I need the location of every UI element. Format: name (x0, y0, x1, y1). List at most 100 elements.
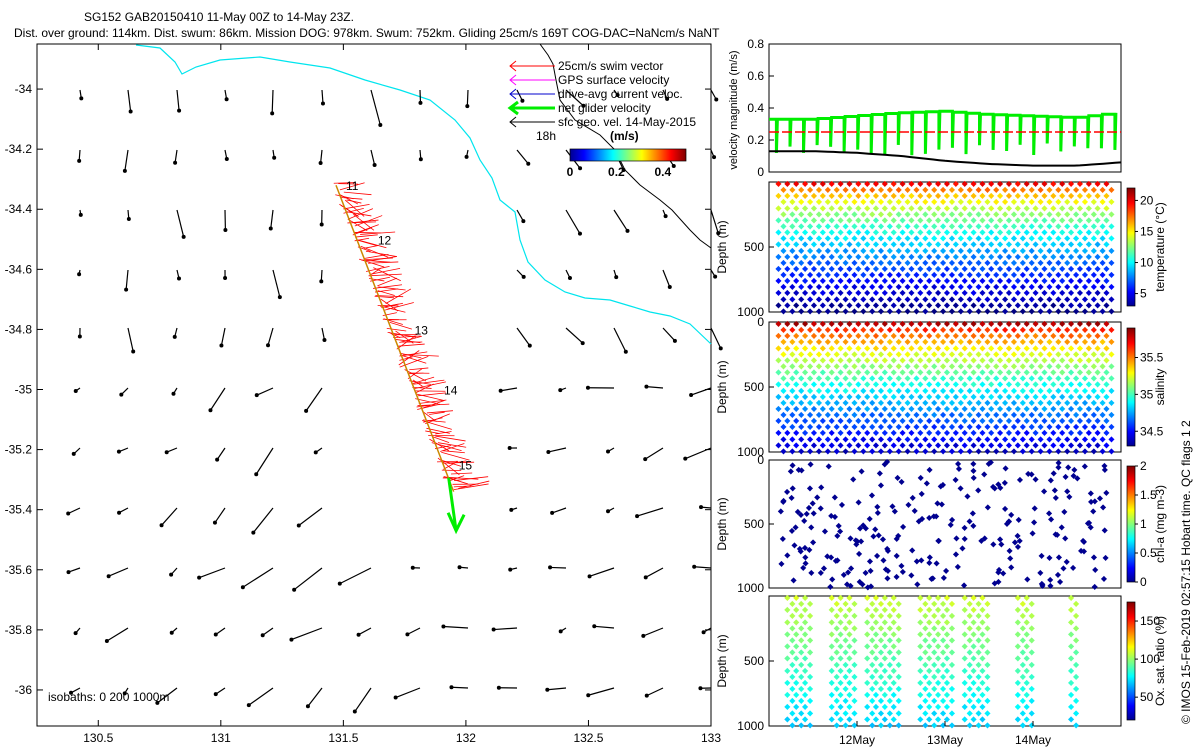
temp-data-point: ◆ (793, 276, 800, 285)
sal-data-point: ◆ (1015, 368, 1022, 377)
temp-data-point: ◆ (811, 203, 818, 212)
temp-data-point: ◆ (953, 215, 960, 224)
oxy-data-point: ◆ (869, 696, 876, 705)
temp-data-point: ◆ (1073, 246, 1080, 255)
temp-data-point: ◆ (1041, 179, 1048, 188)
temp-data-point: ◆ (970, 228, 977, 237)
oxy-data-point: ◆ (807, 708, 814, 717)
sal-data-point: ◆ (949, 422, 956, 431)
sal-data-point: ◆ (1041, 428, 1048, 437)
sal-data-point: ◆ (1091, 325, 1098, 334)
geo-vector-head (558, 388, 563, 393)
temp-data-point: ◆ (775, 252, 782, 261)
temp-data-point: ◆ (949, 246, 956, 255)
sal-data-point: ◆ (1038, 422, 1045, 431)
sal-data-point: ◆ (958, 410, 965, 419)
oxy-data-point: ◆ (829, 629, 836, 638)
swim-vector (368, 256, 398, 262)
sal-data-point: ◆ (1011, 386, 1018, 395)
temp-data-point: ◆ (970, 191, 977, 200)
temp-data-point: ◆ (873, 179, 880, 188)
chl-data-point: ◆ (1032, 503, 1039, 512)
sal-data-point: ◆ (979, 368, 986, 377)
sal-data-point: ◆ (1029, 422, 1036, 431)
temp-data-point: ◆ (988, 276, 995, 285)
sal-data-point: ◆ (1073, 374, 1080, 383)
sal-data-point: ◆ (807, 434, 814, 443)
sal-data-point: ◆ (1050, 428, 1057, 437)
temp-data-point: ◆ (935, 252, 942, 261)
temp-data-point: ◆ (949, 209, 956, 218)
oxy-data-point: ◆ (1015, 714, 1022, 723)
temp-data-point: ◆ (979, 240, 986, 249)
oxy-data-point: ◆ (931, 696, 938, 705)
geo-velocity-vector (161, 507, 178, 526)
sal-data-point: ◆ (820, 331, 827, 340)
temp-data-point: ◆ (834, 197, 841, 206)
temp-data-point: ◆ (851, 270, 858, 279)
sal-data-point: ◆ (834, 374, 841, 383)
map-ytick-label: -35.6 (5, 563, 33, 577)
temp-data-point: ◆ (908, 288, 915, 297)
sal-data-point: ◆ (1103, 416, 1110, 425)
temp-data-point: ◆ (882, 203, 889, 212)
temp-data-point: ◆ (793, 252, 800, 261)
chl-data-point: ◆ (1066, 492, 1073, 501)
temp-data-point: ◆ (1033, 203, 1040, 212)
sal-data-point: ◆ (970, 331, 977, 340)
temp-data-point: ◆ (846, 264, 853, 273)
sal-data-point: ◆ (1038, 325, 1045, 334)
sal-data-point: ◆ (1020, 422, 1027, 431)
chl-data-point: ◆ (962, 534, 969, 543)
swim-vector (346, 211, 372, 217)
chl-data-point: ◆ (970, 508, 977, 517)
temp-data-point: ◆ (1086, 179, 1093, 188)
chl-data-point: ◆ (828, 511, 835, 520)
temp-data-point: ◆ (944, 264, 951, 273)
temp-data-point: ◆ (1029, 197, 1036, 206)
sal-data-point: ◆ (860, 386, 867, 395)
oxy-data-point: ◆ (967, 623, 974, 632)
geo-velocity-vector (108, 567, 129, 577)
temp-data-point: ◆ (993, 222, 1000, 231)
temp-data-point: ◆ (820, 288, 827, 297)
oxy-data-point: ◆ (922, 696, 929, 705)
geo-velocity-vector (516, 327, 531, 346)
sal-data-point: ◆ (953, 428, 960, 437)
sal-data-point: ◆ (1077, 380, 1084, 389)
sal-data-point: ◆ (1011, 446, 1018, 455)
temp-data-point: ◆ (1041, 264, 1048, 273)
swim-vector (365, 265, 390, 272)
temp-data-point: ◆ (1091, 306, 1098, 315)
temp-data-point: ◆ (908, 228, 915, 237)
profile-xtick-label: 12May (839, 733, 875, 747)
sal-data-point: ◆ (1006, 392, 1013, 401)
map-xtick-label: 130.5 (83, 731, 113, 745)
temp-data-point: ◆ (1006, 252, 1013, 261)
chl-data-point: ◆ (985, 502, 992, 511)
sal-data-point: ◆ (807, 422, 814, 431)
temp-data-point: ◆ (837, 264, 844, 273)
chl-data-point: ◆ (1046, 553, 1053, 562)
temp-data-point: ◆ (1050, 203, 1057, 212)
swim-vector (365, 250, 397, 257)
temp-data-point: ◆ (864, 276, 871, 285)
sal-data-point: ◆ (882, 355, 889, 364)
oxy-data-point: ◆ (926, 629, 933, 638)
geo-velocity-vector (127, 327, 134, 352)
temp-data-point: ◆ (869, 222, 876, 231)
sal-data-point: ◆ (780, 446, 787, 455)
oxy-data-point: ◆ (931, 611, 938, 620)
temp-data-point: ◆ (1103, 300, 1110, 309)
temp-data-point: ◆ (1050, 191, 1057, 200)
geo-velocity-vector (293, 567, 323, 591)
temp-data-point: ◆ (993, 246, 1000, 255)
oxy-data-point: ◆ (869, 599, 876, 608)
temp-data-point: ◆ (780, 197, 787, 206)
oxy-data-point: ◆ (1015, 678, 1022, 687)
temp-data-point: ◆ (1100, 209, 1107, 218)
sal-data-point: ◆ (873, 343, 880, 352)
temp-data-point: ◆ (1064, 209, 1071, 218)
temp-data-point: ◆ (958, 234, 965, 243)
sal-data-point: ◆ (908, 428, 915, 437)
